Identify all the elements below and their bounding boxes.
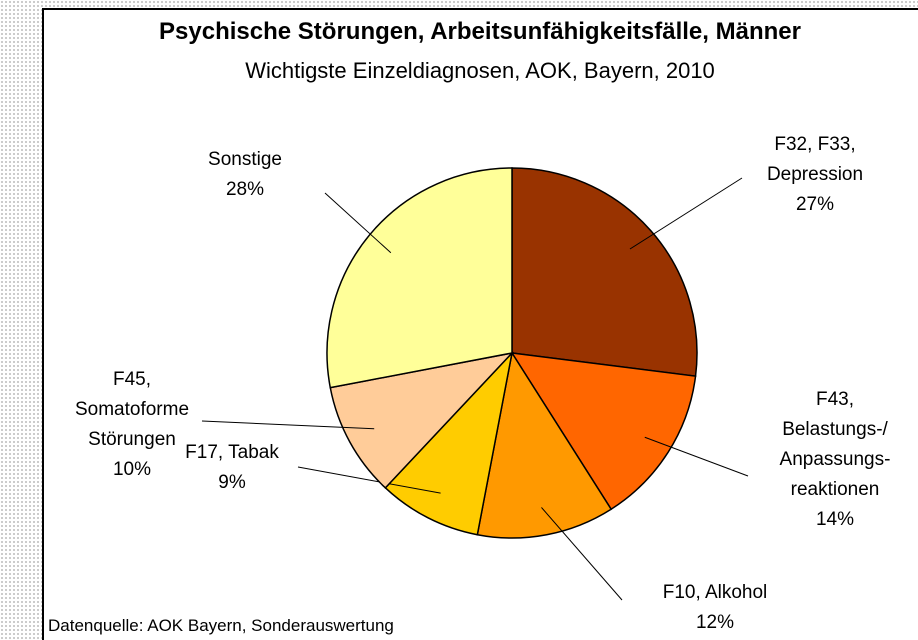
slice-label: F43, Belastungs-/ Anpassungs- reaktionen… (780, 385, 891, 535)
category-label: F17, Tabak (185, 442, 279, 463)
category-label: F43, Belastungs-/ Anpassungs- reaktionen (779, 389, 891, 500)
value-label: 12% (695, 612, 735, 633)
pie-slice (326, 167, 513, 389)
leader-line (297, 466, 441, 494)
value-label: 14% (815, 509, 855, 530)
pie-slice (510, 352, 697, 511)
category-label: Sonstige (208, 149, 282, 170)
value-label: 28% (225, 179, 265, 200)
chart-subtitle: Wichtigste Einzeldiagnosen, AOK, Bayern,… (245, 58, 715, 83)
value-label: 27% (795, 194, 835, 215)
leader-line (201, 420, 375, 430)
leader-line (629, 177, 743, 250)
slice-label: F10, Alkohol 12% (663, 578, 768, 638)
value-label: 10% (112, 459, 152, 480)
chart-title: Psychische Störungen, Arbeitsunfähigkeit… (159, 18, 801, 45)
source-note: Datenquelle: AOK Bayern, Sonderauswertun… (48, 616, 394, 635)
leader-line (644, 436, 749, 477)
pie-slice (511, 167, 698, 378)
category-label: F32, F33, Depression (766, 134, 864, 185)
slice-label: Sonstige 28% (208, 145, 282, 205)
value-label: 9% (218, 472, 246, 493)
leader-line (324, 192, 392, 254)
slice-label: F45, Somatoforme Störungen 10% (75, 365, 189, 485)
category-label: F10, Alkohol (662, 582, 768, 603)
slice-label: F17, Tabak 9% (185, 438, 279, 498)
pie-slice (329, 351, 515, 489)
pie-slice (476, 350, 613, 539)
slice-label: F32, F33, Depression 27% (767, 130, 863, 220)
leader-line (541, 507, 623, 601)
category-label: F45, Somatoforme Störungen (74, 369, 190, 450)
